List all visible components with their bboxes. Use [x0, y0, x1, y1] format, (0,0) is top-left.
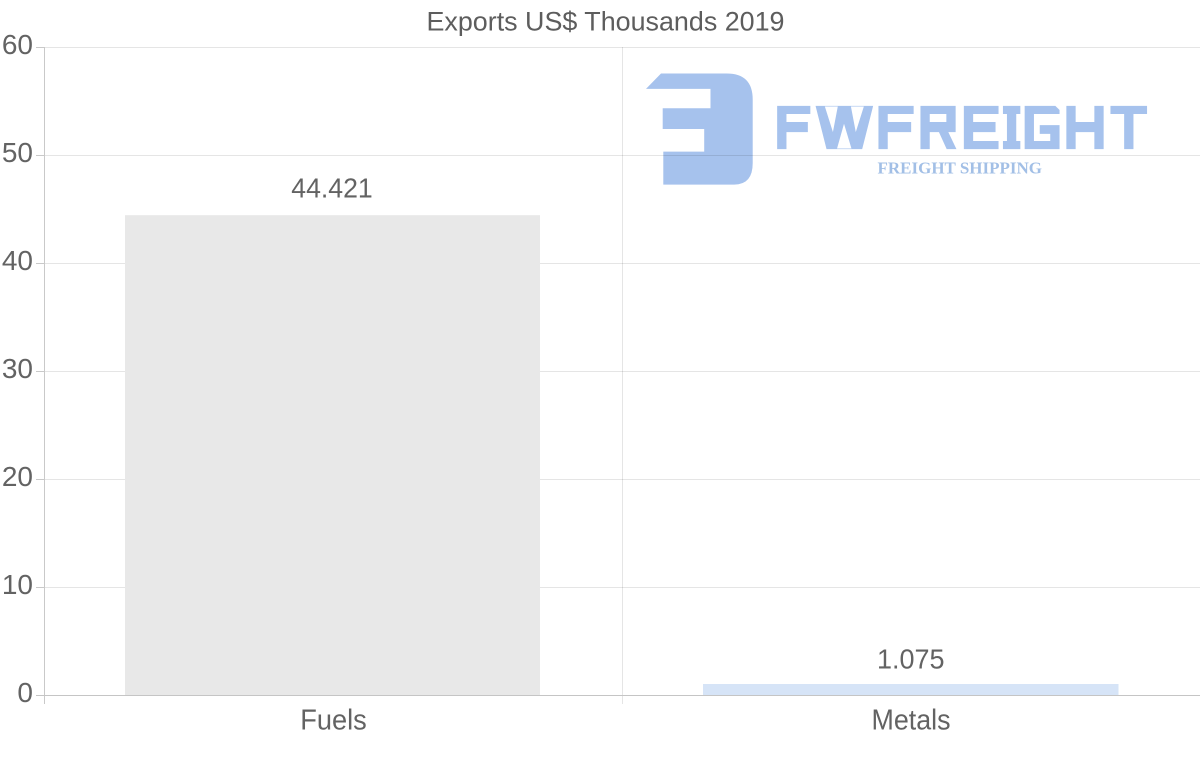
svg-text:40: 40: [2, 245, 33, 276]
svg-text:FREIGHT SHIPPING: FREIGHT SHIPPING: [878, 158, 1043, 177]
svg-text:10: 10: [2, 569, 33, 600]
svg-text:44.421: 44.421: [291, 173, 373, 204]
svg-text:20: 20: [2, 461, 33, 492]
svg-text:30: 30: [2, 353, 33, 384]
svg-text:Fuels: Fuels: [300, 705, 367, 737]
svg-text:Exports US$ Thousands 2019: Exports US$ Thousands 2019: [427, 7, 785, 37]
svg-text:Metals: Metals: [872, 705, 951, 737]
svg-text:0: 0: [17, 677, 33, 708]
svg-text:60: 60: [2, 29, 33, 60]
svg-text:1.075: 1.075: [877, 644, 945, 675]
svg-text:50: 50: [2, 137, 33, 168]
